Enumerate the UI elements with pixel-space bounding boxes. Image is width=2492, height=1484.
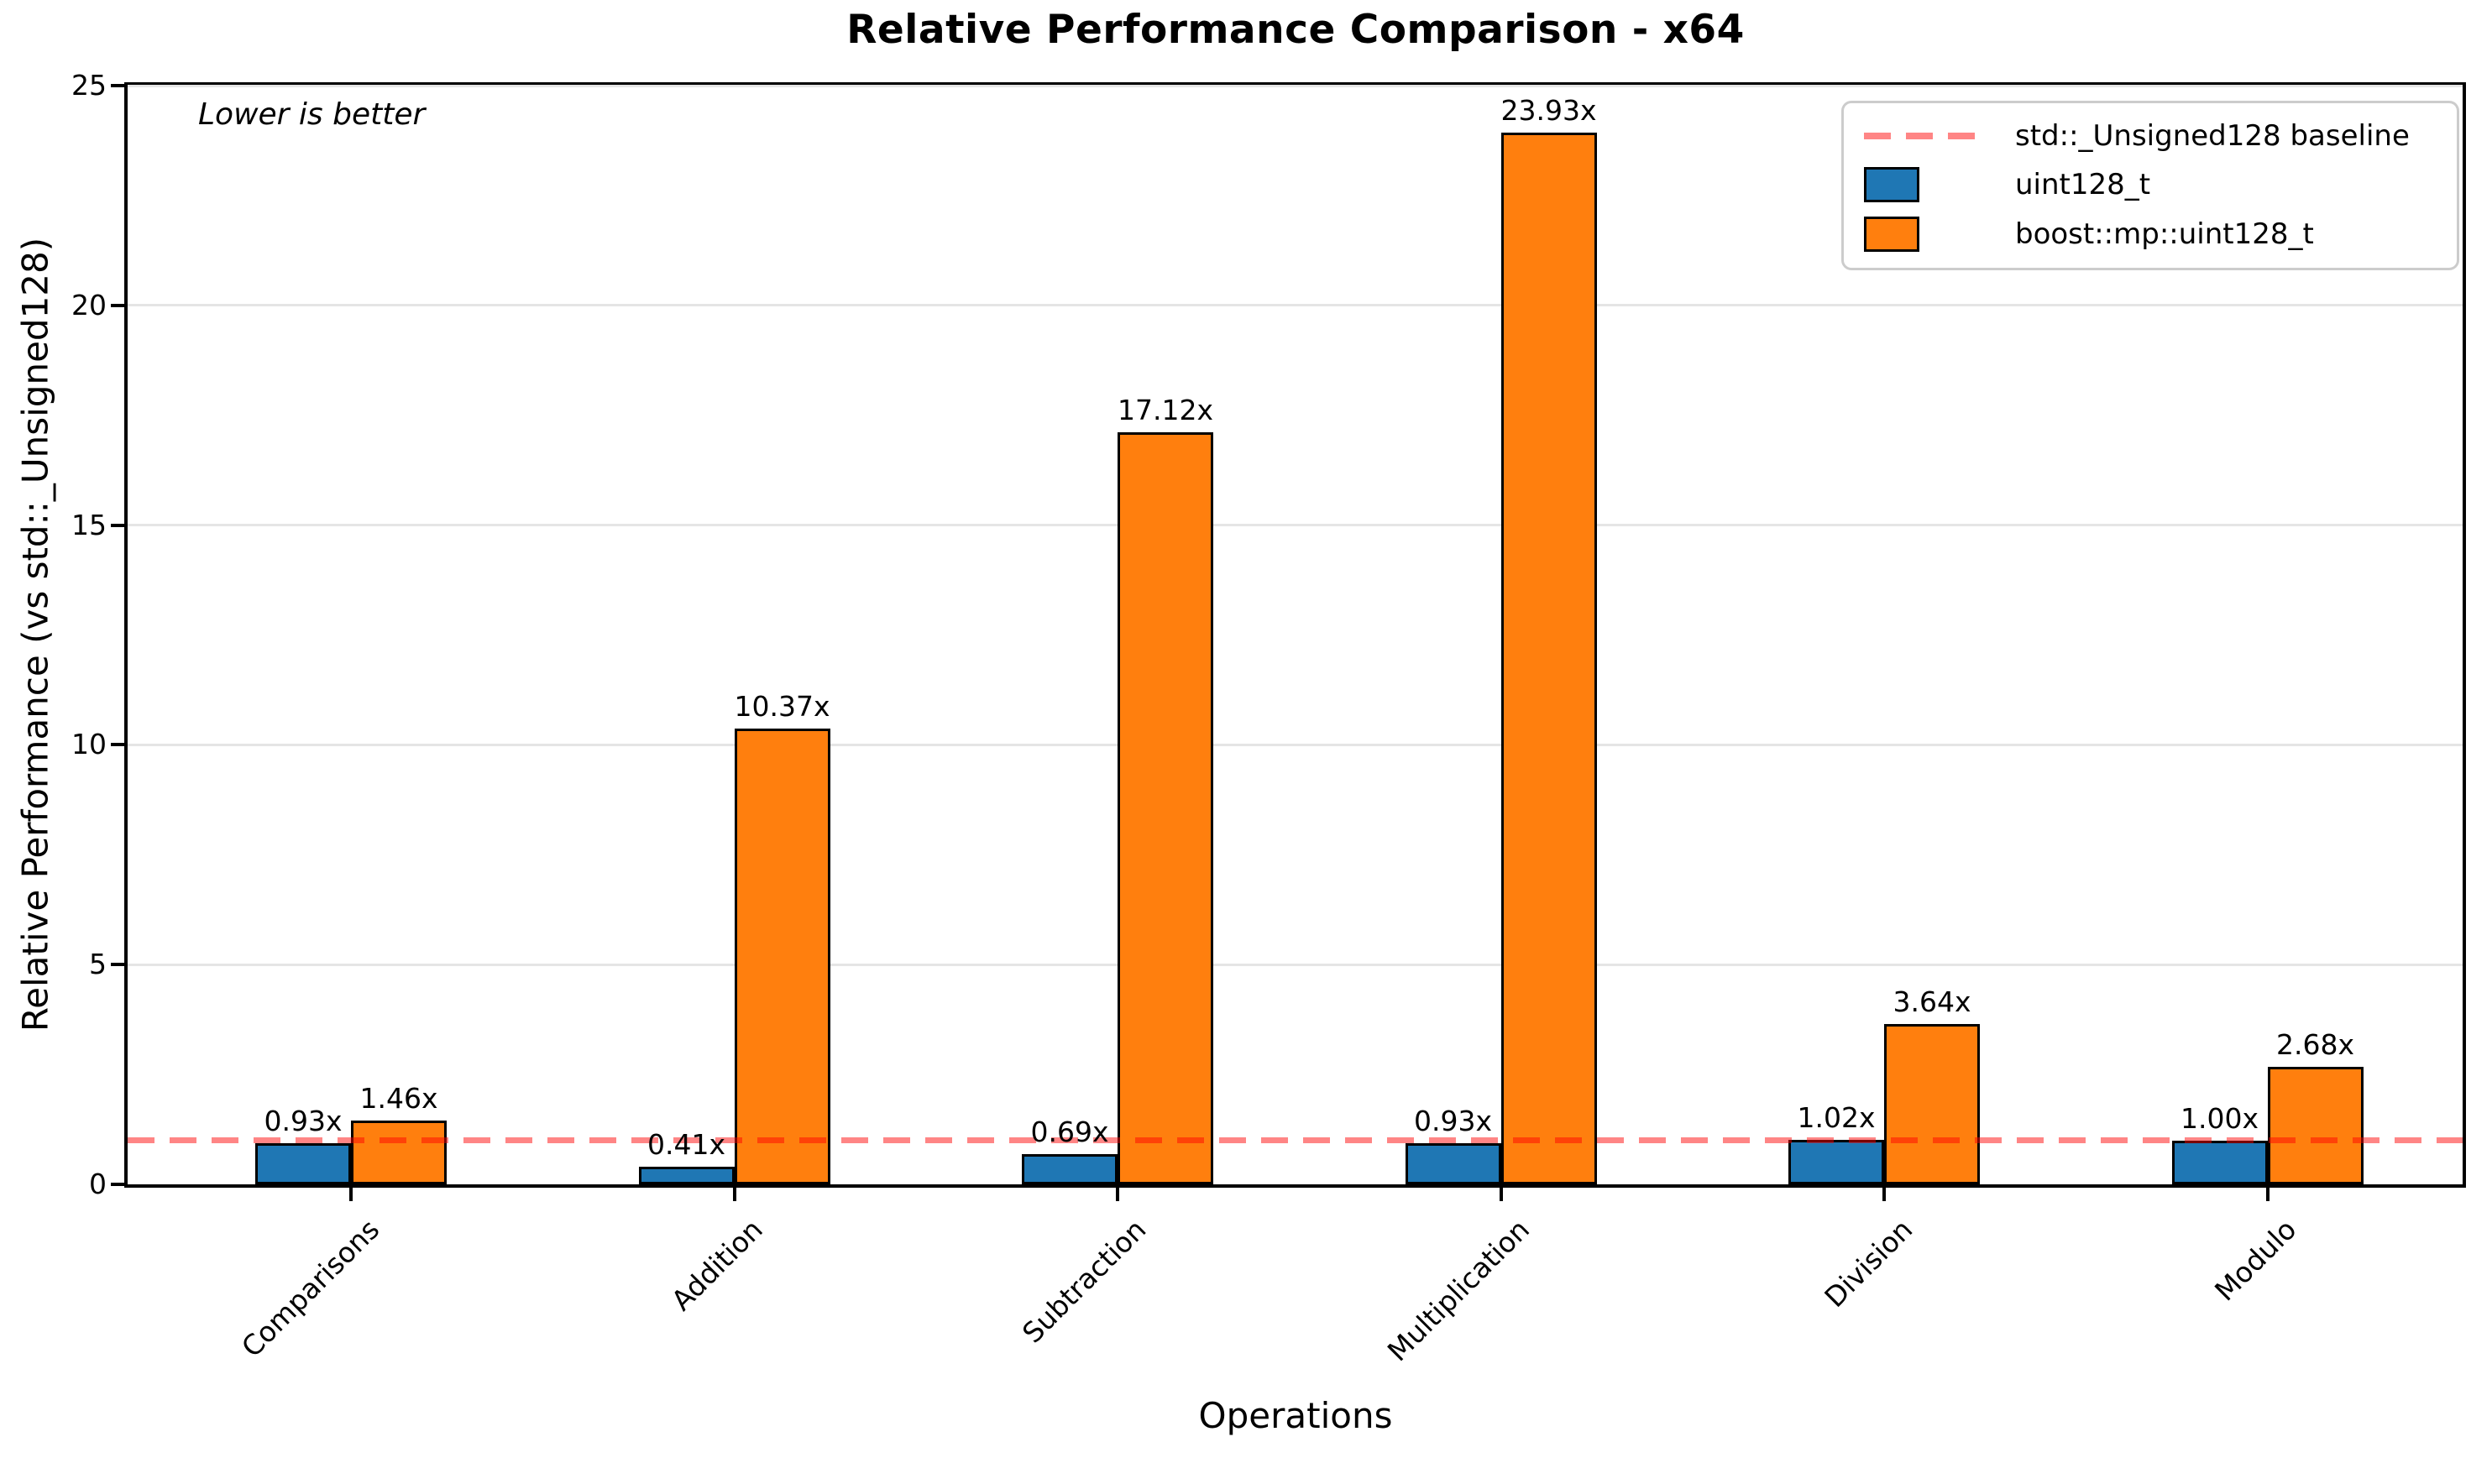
annotation-lower-is-better: Lower is better — [198, 97, 426, 132]
gridline-y-10 — [128, 743, 2463, 746]
y-axis-label: Relative Performance (vs std::_Unsigned1… — [14, 237, 56, 1032]
y-tick-label-20: 20 — [71, 288, 107, 321]
x-tick-Comparisons — [349, 1188, 353, 1201]
bar-value-label: 10.37x — [734, 690, 830, 724]
y-tick-20 — [111, 303, 124, 307]
y-tick-10 — [111, 743, 124, 747]
bar-boost::mp::uint128_t-Multiplication — [1500, 133, 1597, 1184]
bar-uint128_t-Addition — [638, 1166, 735, 1184]
bar-value-label: 0.69x — [1030, 1115, 1109, 1148]
y-tick-label-0: 0 — [89, 1168, 107, 1200]
x-tick-Modulo — [2265, 1188, 2270, 1201]
gridline-y-20 — [128, 304, 2463, 307]
y-tick-label-25: 25 — [71, 69, 107, 102]
bar-boost::mp::uint128_t-Comparisons — [351, 1120, 447, 1184]
legend-label-boost: boost::mp::uint128_t — [2015, 217, 2314, 252]
x-axis-label: Operations — [1198, 1395, 1393, 1436]
bar-uint128_t-Modulo — [2171, 1140, 2268, 1184]
chart-title: Relative Performance Comparison - x64 — [846, 7, 1745, 53]
baseline-dashed-line — [128, 1137, 2463, 1144]
x-tick-label-text: Division — [1818, 1213, 1919, 1314]
x-tick-label-text: Subtraction — [1016, 1213, 1153, 1350]
gridline-y-15 — [128, 524, 2463, 527]
legend-item-uint128: uint128_t — [1864, 166, 2437, 202]
x-tick-Addition — [732, 1188, 736, 1201]
y-tick-0 — [111, 1183, 124, 1186]
series-swatch-icon — [1864, 166, 1990, 202]
bar-value-label: 0.93x — [264, 1105, 343, 1138]
y-tick-label-10: 10 — [71, 728, 107, 761]
bar-value-label: 1.02x — [1797, 1100, 1876, 1134]
plot-area: Lower is better std::_Unsigned128 baseli… — [71, 69, 2466, 1367]
bar-value-label: 2.68x — [2275, 1027, 2354, 1061]
bar-boost::mp::uint128_t-Subtraction — [1118, 431, 1213, 1184]
bar-uint128_t-Division — [1788, 1139, 1884, 1184]
legend-label-baseline: std::_Unsigned128 baseline — [2015, 118, 2410, 153]
x-tick-Multiplication — [1499, 1188, 1503, 1201]
legend: std::_Unsigned128 baseline uint128_t boo… — [1841, 101, 2459, 270]
bar-value-label: 1.46x — [359, 1081, 438, 1115]
legend-label-uint128: uint128_t — [2015, 167, 2151, 201]
x-tick-label-text: Addition — [665, 1213, 770, 1317]
baseline-dash-icon — [1864, 132, 1990, 139]
y-tick-15 — [111, 523, 124, 527]
x-tick-label-text: Modulo — [2207, 1213, 2303, 1308]
bar-value-label: 0.93x — [1413, 1105, 1492, 1138]
bar-boost::mp::uint128_t-Modulo — [2267, 1066, 2364, 1184]
bar-boost::mp::uint128_t-Division — [1884, 1024, 1980, 1184]
x-tick-label-text: Multiplication — [1380, 1213, 1537, 1368]
y-tick-label-15: 15 — [71, 508, 107, 541]
bar-value-label: 23.93x — [1500, 94, 1597, 128]
bar-uint128_t-Comparisons — [255, 1143, 351, 1184]
x-tick-Division — [1882, 1188, 1886, 1201]
y-tick-label-5: 5 — [89, 948, 107, 981]
legend-item-boost: boost::mp::uint128_t — [1864, 217, 2437, 253]
x-tick-Subtraction — [1116, 1188, 1119, 1201]
bar-boost::mp::uint128_t-Addition — [734, 729, 830, 1184]
bar-value-label: 1.00x — [2180, 1101, 2259, 1135]
y-tick-5 — [111, 963, 124, 967]
x-tick-label-text: Comparisons — [235, 1213, 386, 1364]
series-swatch-icon — [1864, 217, 1990, 253]
y-tick-25 — [111, 84, 124, 87]
bar-uint128_t-Multiplication — [1405, 1143, 1501, 1184]
bar-uint128_t-Subtraction — [1022, 1153, 1118, 1184]
gridline-y-5 — [128, 963, 2463, 966]
bar-value-label: 0.41x — [647, 1127, 725, 1161]
gridline-y-25 — [128, 84, 2463, 87]
bar-value-label: 3.64x — [1893, 985, 1971, 1019]
bar-value-label: 17.12x — [1117, 393, 1213, 426]
legend-item-baseline: std::_Unsigned128 baseline — [1864, 119, 2437, 153]
